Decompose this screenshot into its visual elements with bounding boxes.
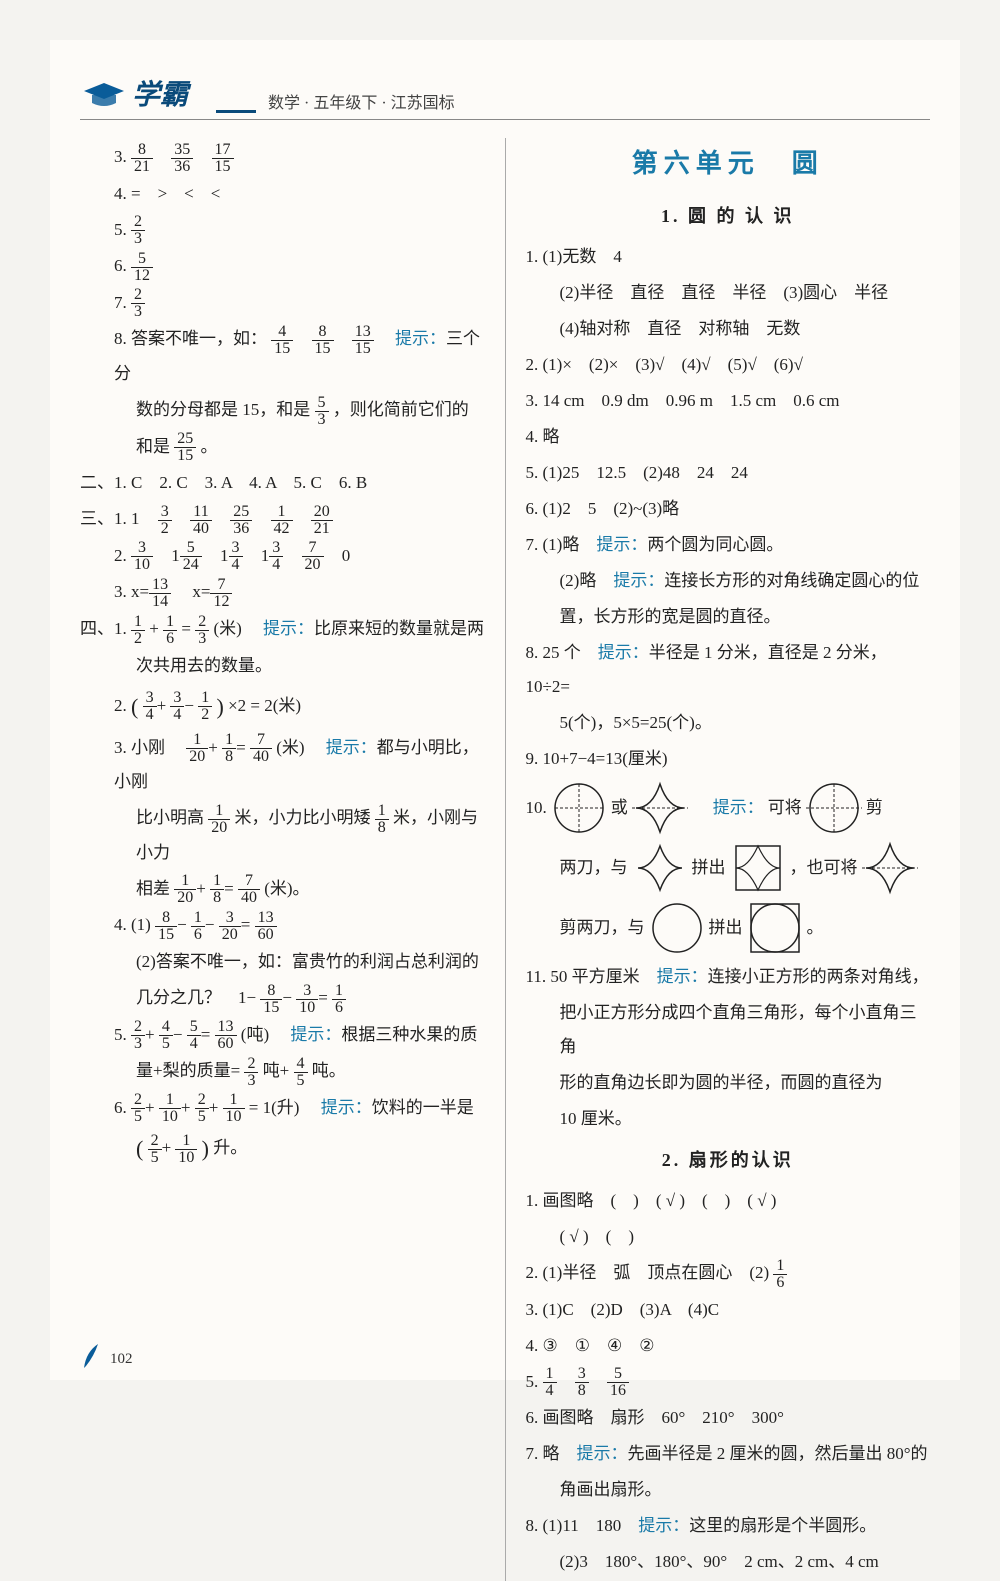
section-2: 二、1. C 2. C 3. A 4. A 5. C 6. B xyxy=(80,466,485,500)
section-3-item3: 3. x=1314 x=712 xyxy=(80,575,485,610)
hint-text: 提示： xyxy=(395,329,446,348)
header-divider xyxy=(216,110,256,113)
r11d: 形的直角边长即为圆的半径，而圆的直径为 xyxy=(526,1066,931,1100)
page-number: 102 xyxy=(110,1351,133,1368)
item-4: 4. = > < < xyxy=(80,177,485,211)
section-4-item5: 5. 23+ 45− 54= 1360 (吨) 提示：根据三种水果的质 xyxy=(80,1018,485,1053)
item-5: 5. 23 xyxy=(80,213,485,248)
item-8-line1: 8. 答案不唯一，如： 415 815 1315 提示：三个分 xyxy=(80,322,485,391)
item-7: 7. 23 xyxy=(80,286,485,321)
left-column: 3. 821 3536 1715 4. = > < < 5. 23 6. 512… xyxy=(80,138,485,1581)
section-4-item1: 四、1. 12 + 16 = 23 (米) 提示：比原来短的数量就是两 xyxy=(80,612,485,647)
s2-1: 1. 画图略 ( ) ( √ ) ( ) ( √ ) xyxy=(526,1184,931,1218)
column-divider xyxy=(505,138,506,1581)
section-4-item4c: 几分之几？ 1− 815− 310= 16 xyxy=(80,981,485,1016)
item-8-line2: 数的分母都是 15，和是 53 ，则化简前它们的 xyxy=(80,393,485,428)
section-4-item3b: 比小明高 120 米，小力比小明矮 18 米，小刚与小力 xyxy=(80,801,485,870)
section-4-item4b: (2)答案不唯一，如：富贵竹的利润占总利润的 xyxy=(80,945,485,979)
diamond-petal-icon xyxy=(632,840,688,896)
page-header: 学霸 数学 · 五年级下 · 江苏国标 xyxy=(80,60,930,120)
section-1-title: 1. 圆 的 认 识 xyxy=(526,198,931,234)
r4: 4. 略 xyxy=(526,420,931,454)
s2-1b: ( √ ) ( ) xyxy=(526,1220,931,1254)
r11e: 10 厘米。 xyxy=(526,1102,931,1136)
r7a: 7. (1)略 提示：两个圆为同心圆。 xyxy=(526,528,931,562)
r1-2: (2)半径 直径 直径 半径 (3)圆心 半径 xyxy=(526,276,931,310)
s2-2: 2. (1)半径 弧 顶点在圆心 (2) 16 xyxy=(526,1256,931,1291)
section-3-item2: 2. 310 1524 134 134 720 0 xyxy=(80,539,485,574)
r8c: 5(个)，5×5=25(个)。 xyxy=(526,706,931,740)
unit-title: 第六单元 圆 xyxy=(526,138,931,190)
header-subtitle: 数学 · 五年级下 · 江苏国标 xyxy=(268,89,455,113)
section-3-item1: 三、1. 1 32 1140 2536 142 2021 xyxy=(80,502,485,537)
r7e: 置，长方形的宽是圆的直径。 xyxy=(526,600,931,634)
four-petal-icon xyxy=(632,780,688,836)
r2: 2. (1)× (2)× (3)√ (4)√ (5)√ (6)√ xyxy=(526,348,931,382)
s2-6: 6. 画图略 扇形 60° 210° 300° xyxy=(526,1401,931,1435)
r1-3: (4)轴对称 直径 对称轴 无数 xyxy=(526,312,931,346)
graduation-cap-icon xyxy=(80,77,128,113)
r11c: 把小正方形分成四个直角三角形，每个小直角三角 xyxy=(526,996,931,1064)
item-8-line3: 和是 2515 。 xyxy=(80,430,485,465)
s2-7: 7. 略 提示：先画半径是 2 厘米的圆，然后量出 80°的 xyxy=(526,1437,931,1471)
feather-icon xyxy=(80,1342,102,1370)
section-4-item6b: ( 25+ 110 ) 升。 xyxy=(80,1127,485,1171)
circle-cross-icon xyxy=(551,780,607,836)
r6: 6. (1)2 5 (2)~(3)略 xyxy=(526,492,931,526)
section-2-title: 2. 扇形的认识 xyxy=(526,1142,931,1178)
item-6: 6. 512 xyxy=(80,249,485,284)
r7c: (2)略 提示：连接长方形的对角线确定圆心的位 xyxy=(526,564,931,598)
s2-8: 8. (1)11 180 提示：这里的扇形是个半圆形。 xyxy=(526,1509,931,1543)
r8: 8. 25 个 提示：半径是 1 分米，直径是 2 分米，10÷2= xyxy=(526,636,931,704)
s2-3: 3. (1)C (2)D (3)A (4)C xyxy=(526,1293,931,1327)
section-4-item4: 4. (1) 815− 16− 320= 1360 xyxy=(80,908,485,943)
circle-dashed-icon xyxy=(806,780,862,836)
section-4-item6: 6. 25+ 110+ 25+ 110 = 1(升) 提示：饮料的一半是 xyxy=(80,1091,485,1126)
s2-8c: (2)3 180°、180°、90° 2 cm、2 cm、4 cm xyxy=(526,1545,931,1579)
label: 3. xyxy=(114,147,127,166)
r1-1: 1. (1)无数 4 xyxy=(526,240,931,274)
square-petal-icon xyxy=(730,840,786,896)
r9: 9. 10+7−4=13(厘米) xyxy=(526,742,931,776)
r10-row1: 10. 或 提示：可将 剪 xyxy=(526,780,931,836)
section-4-item1b: 次共用去的数量。 xyxy=(80,649,485,683)
s2-4: 4. ③ ① ④ ② xyxy=(526,1329,931,1363)
r10-row3: 剪两刀，与 拼出 。 xyxy=(526,900,931,956)
r11: 11. 50 平方厘米 提示：连接小正方形的两条对角线， xyxy=(526,960,931,994)
right-column: 第六单元 圆 1. 圆 的 认 识 1. (1)无数 4 (2)半径 直径 直径… xyxy=(526,138,931,1581)
r10-row2: 两刀，与 拼出 ，也可将 xyxy=(526,840,931,896)
logo-text: 学霸 xyxy=(132,73,188,113)
square-circle-icon xyxy=(747,900,803,956)
item-3: 3. 821 3536 1715 xyxy=(80,140,485,175)
section-4-item3: 3. 小刚 120+ 18= 740 (米) 提示：都与小明比，小刚 xyxy=(80,731,485,800)
section-4-item2: 2. ( 34+ 34− 12 ) ×2 = 2(米) xyxy=(80,685,485,729)
r3: 3. 14 cm 0.9 dm 0.96 m 1.5 cm 0.6 cm xyxy=(526,384,931,418)
s2-5: 5. 14 38 516 xyxy=(526,1365,931,1400)
r5: 5. (1)25 12.5 (2)48 24 24 xyxy=(526,456,931,490)
four-petal-dashed-icon xyxy=(862,840,918,896)
s2-7c: 角画出扇形。 xyxy=(526,1473,931,1507)
plain-circle-icon xyxy=(649,900,705,956)
section-4-item3c: 相差 120+ 18= 740 (米)。 xyxy=(80,872,485,907)
section-4-item5b: 量+梨的质量= 23 吨+ 45 吨。 xyxy=(80,1054,485,1089)
